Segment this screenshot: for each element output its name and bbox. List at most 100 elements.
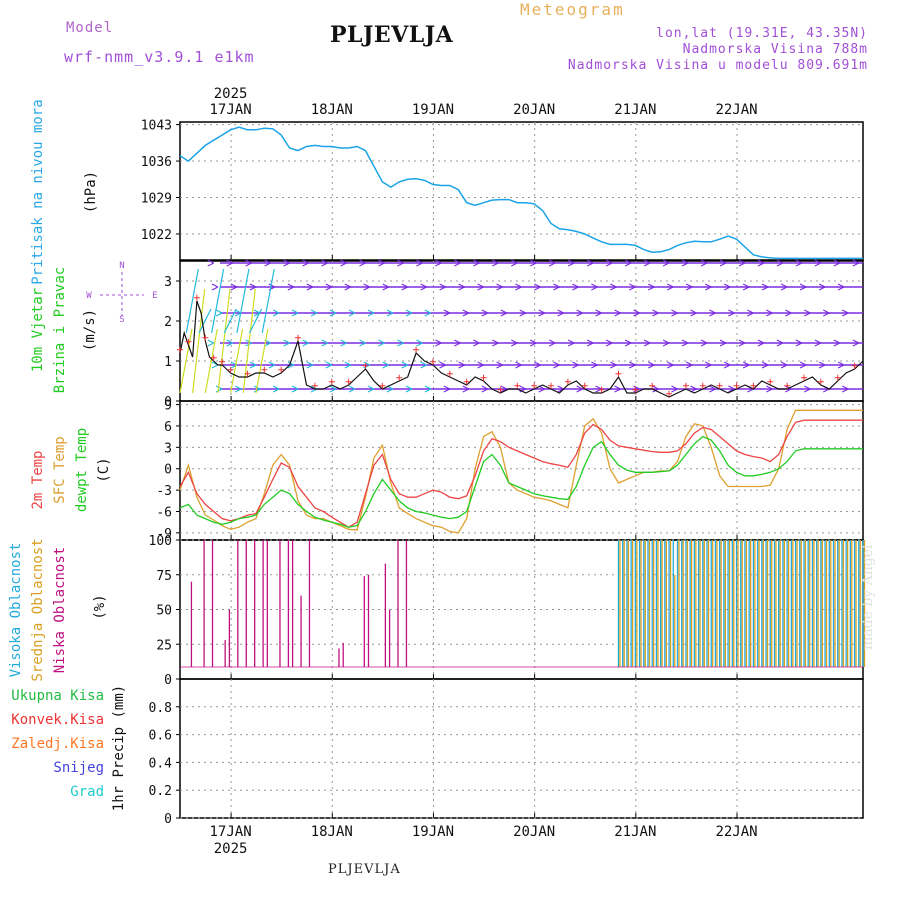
temp-label-1: 2m Temp: [30, 450, 46, 509]
model-label: Model: [66, 20, 114, 36]
wind-arrow: [567, 339, 575, 347]
wind-arrow: [287, 283, 295, 291]
wind-arrow: [420, 283, 427, 291]
wind-arrow: [359, 259, 366, 267]
wind-arrow: [179, 328, 193, 394]
page-title: PLJEVLJA: [330, 22, 454, 48]
temperature-ytick-label: -6: [156, 505, 172, 520]
wind-arrow: [325, 283, 333, 291]
wind-arrow: [207, 259, 214, 267]
pressure-label: Pritisak na nivou mora: [30, 99, 46, 284]
wind-arrow: [249, 308, 263, 334]
pressure-unit: (hPa): [83, 171, 99, 213]
wind-arrow: [837, 283, 845, 291]
wind-label-2: Brzina i Pravac: [52, 267, 68, 393]
cloud-ytick-label: 50: [156, 604, 172, 619]
wind-arrow: [667, 361, 674, 369]
wind-arrow: [572, 283, 579, 291]
wind-arrow: [576, 385, 583, 393]
wind-arrow: [424, 385, 432, 393]
wind-arrow: [833, 259, 841, 267]
wind-arrow: [629, 283, 636, 291]
wind-arrow: [340, 339, 347, 347]
wind-arrow: [757, 339, 765, 347]
wind-marker: [295, 334, 302, 341]
wind-arrow: [378, 259, 385, 267]
wind-arrow: [477, 283, 484, 291]
wind-arrow: [401, 283, 408, 291]
wind-arrow: [462, 385, 470, 393]
wind-marker: [581, 382, 588, 389]
wind-arrow: [405, 385, 413, 393]
wind-arrow: [264, 259, 271, 267]
wind-arrow: [572, 361, 579, 369]
wind-arrow: [841, 385, 849, 393]
wind-arrow: [534, 283, 541, 291]
wind-arrow: [709, 309, 716, 317]
wind-marker: [716, 382, 723, 389]
wind-arrow: [321, 259, 328, 267]
wind-arrow: [416, 259, 423, 267]
wind-arrow: [416, 339, 423, 347]
wind-marker: [379, 382, 386, 389]
wind-arrow: [329, 385, 337, 393]
wind-arrow: [709, 385, 716, 393]
wind-marker: [548, 382, 555, 389]
wind-arrow: [236, 268, 250, 334]
precip-frame: [179, 678, 864, 819]
wind-arrow: [511, 259, 518, 267]
wind-arrow: [223, 308, 237, 334]
wind-arrow: [511, 339, 518, 347]
wind-ytick-label: 1: [164, 355, 172, 370]
wind-marker: [185, 338, 192, 345]
wind-ytick-label: 3: [164, 275, 172, 290]
wind-marker: [598, 386, 605, 393]
wind-arrow: [610, 283, 617, 291]
wind-arrow: [728, 385, 735, 393]
bottom-day-label: 21JAN: [614, 824, 656, 840]
wind-arrow: [761, 361, 769, 369]
wind-marker: [699, 382, 706, 389]
wind-arrow: [230, 283, 238, 291]
top-day-label: 17JAN: [210, 102, 252, 118]
wind-arrow: [378, 339, 385, 347]
model-elevation-label: Nadmorska Visina u modelu 809.691m: [567, 58, 868, 73]
wind-arrow: [249, 361, 257, 369]
wind-marker: [649, 382, 656, 389]
wind-arrow: [329, 309, 337, 317]
temperature-ytick-label: -9: [156, 527, 172, 542]
wind-marker: [202, 334, 209, 341]
wind-arrow: [367, 309, 375, 317]
wind-arrow: [207, 339, 214, 347]
wind-arrow: [397, 339, 404, 347]
wind-arrow: [738, 259, 746, 267]
temp_2m-line: [179, 419, 863, 528]
wind-arrow: [614, 385, 621, 393]
wind-arrow: [841, 309, 849, 317]
elevation-label: Nadmorska Visina 788m: [682, 42, 868, 57]
cloud-ytick-label: 75: [156, 569, 172, 584]
temperature-ytick-label: 6: [164, 420, 172, 435]
credit-watermark: made by Angel: [860, 544, 876, 651]
wind-arrow: [776, 339, 784, 347]
wind-arrow: [473, 339, 480, 347]
wind-arrow: [681, 339, 689, 347]
pressure-line: [179, 126, 863, 260]
temperature-ytick-label: -3: [156, 484, 172, 499]
wind-arrow: [496, 361, 503, 369]
wind-arrow: [477, 361, 484, 369]
wind-arrow: [605, 339, 613, 347]
precip-legend-3: Snijeg: [53, 760, 104, 776]
wind-arrow: [804, 385, 811, 393]
wind_speed-line: [179, 300, 864, 398]
wind-arrow: [519, 309, 526, 317]
wind-marker: [345, 378, 352, 385]
wind-arrow: [605, 259, 613, 267]
wind-arrow: [302, 339, 309, 347]
precip-legend-2: Zaledj.Kisa: [11, 736, 104, 752]
wind-arrow: [306, 361, 314, 369]
wind-arrow: [814, 339, 822, 347]
wind-arrow: [804, 309, 811, 317]
wind-arrow: [344, 283, 352, 291]
temperature-ytick-label: 0: [164, 463, 172, 478]
